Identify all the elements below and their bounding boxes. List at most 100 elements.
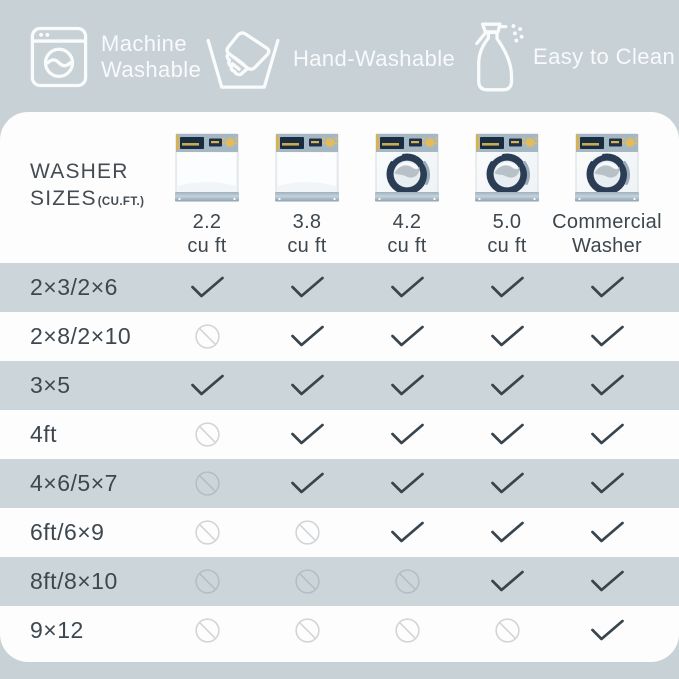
- compatibility-cell: [357, 276, 457, 299]
- washer-top-load-icon: [172, 126, 242, 207]
- table-header: WASHER SIZES (CU.FT.) 2.2 cu ft 3.8 cu ft 4…: [0, 112, 679, 263]
- check-icon: [490, 472, 524, 494]
- check-icon: [490, 570, 524, 592]
- compatibility-cell: [457, 325, 557, 348]
- compatibility-cell: [557, 374, 657, 397]
- compatibility-cell: [457, 570, 557, 593]
- size-compatibility-table: 2×3/2×6 2×8/2×10 3×5 4ft 4×6/5×7 6ft/6×9…: [0, 263, 679, 655]
- not-compatible-icon: [394, 618, 420, 643]
- check-icon: [590, 374, 624, 396]
- compatibility-cell: [157, 374, 257, 397]
- check-icon: [590, 521, 624, 543]
- not-compatible-icon: [294, 618, 320, 643]
- compatibility-cell: [557, 521, 657, 544]
- compatibility-cell: [357, 617, 457, 644]
- check-icon: [190, 276, 224, 298]
- compatibility-cell: [157, 568, 257, 595]
- rug-size-label: 3×5: [30, 372, 71, 398]
- compatibility-cell: [257, 276, 357, 299]
- compatibility-cell: [457, 374, 557, 397]
- column-label: Commercial Washer: [552, 211, 662, 257]
- table-row: 2×8/2×10: [0, 312, 679, 361]
- table-title-unit: (CU.FT.): [97, 196, 145, 208]
- compatibility-cell: [557, 276, 657, 299]
- check-icon: [490, 325, 524, 347]
- compatibility-cell: [157, 276, 257, 299]
- column-header-commercial: Commercial Washer: [552, 112, 662, 263]
- compatibility-cell: [357, 568, 457, 595]
- compatibility-cell: [157, 617, 257, 644]
- check-icon: [390, 521, 424, 543]
- check-icon: [290, 472, 324, 494]
- rug-size-label: 2×3/2×6: [30, 274, 118, 300]
- table-title-line2: SIZES: [30, 187, 97, 210]
- washer-front-load-icon: [472, 126, 542, 207]
- check-icon: [490, 276, 524, 298]
- rug-size-label: 4×6/5×7: [30, 470, 118, 496]
- compatibility-cell: [357, 374, 457, 397]
- check-icon: [390, 374, 424, 396]
- compatibility-cell: [457, 423, 557, 446]
- compatibility-cell: [157, 470, 257, 497]
- compatibility-cell: [357, 472, 457, 495]
- compatibility-cell: [157, 421, 257, 448]
- not-compatible-icon: [194, 520, 220, 545]
- rug-size-label: 6ft/6×9: [30, 519, 105, 545]
- washer-front-load-icon: [572, 126, 642, 207]
- compatibility-cell: [257, 325, 357, 348]
- washer-size-chart-card: WASHER SIZES (CU.FT.) 2.2 cu ft 3.8 cu ft 4…: [0, 112, 679, 662]
- check-icon: [190, 374, 224, 396]
- rug-size-label: 8ft/8×10: [30, 568, 118, 594]
- check-icon: [490, 374, 524, 396]
- check-icon: [590, 472, 624, 494]
- compatibility-cell: [257, 472, 357, 495]
- spray-bottle-icon: [475, 22, 524, 92]
- check-icon: [390, 276, 424, 298]
- compatibility-cell: [257, 374, 357, 397]
- washer-front-load-icon: [372, 126, 442, 207]
- compatibility-cell: [557, 423, 657, 446]
- column-label: 2.2 cu ft: [187, 211, 227, 257]
- check-icon: [490, 521, 524, 543]
- not-compatible-icon: [194, 569, 220, 594]
- table-row: 3×5: [0, 361, 679, 410]
- compatibility-cell: [557, 472, 657, 495]
- badge-label: Hand-Washable: [293, 46, 456, 72]
- not-compatible-icon: [194, 618, 220, 643]
- compatibility-cell: [557, 570, 657, 593]
- column-header-5-0: 5.0 cu ft: [457, 112, 557, 263]
- feature-badges: Machine Washable Hand-Washable Easy to C…: [0, 0, 679, 112]
- not-compatible-icon: [194, 471, 220, 496]
- check-icon: [590, 325, 624, 347]
- column-header-2-2: 2.2 cu ft: [157, 112, 257, 263]
- column-header-3-8: 3.8 cu ft: [257, 112, 357, 263]
- compatibility-cell: [457, 617, 557, 644]
- badge-easy-to-clean: Easy to Clean: [470, 20, 675, 94]
- table-row: 9×12: [0, 606, 679, 655]
- table-row: 8ft/8×10: [0, 557, 679, 606]
- check-icon: [590, 570, 624, 592]
- check-icon: [390, 472, 424, 494]
- check-icon: [290, 374, 324, 396]
- compatibility-cell: [257, 519, 357, 546]
- compatibility-cell: [157, 323, 257, 350]
- table-title: WASHER SIZES (CU.FT.): [0, 112, 157, 263]
- compatibility-cell: [457, 521, 557, 544]
- compatibility-cell: [157, 519, 257, 546]
- column-header-4-2: 4.2 cu ft: [357, 112, 457, 263]
- compatibility-cell: [557, 325, 657, 348]
- washing-machine-icon: [30, 26, 88, 88]
- compatibility-cell: [557, 619, 657, 642]
- compatibility-cell: [257, 617, 357, 644]
- badge-machine-washable: Machine Washable: [30, 26, 201, 88]
- check-icon: [290, 276, 324, 298]
- column-label: 3.8 cu ft: [287, 211, 327, 257]
- rug-size-label: 2×8/2×10: [30, 323, 132, 349]
- check-icon: [290, 423, 324, 445]
- check-icon: [590, 423, 624, 445]
- not-compatible-icon: [494, 618, 520, 643]
- column-label: 5.0 cu ft: [487, 211, 527, 257]
- table-title-line1: WASHER: [30, 160, 129, 183]
- not-compatible-icon: [194, 422, 220, 447]
- check-icon: [590, 276, 624, 298]
